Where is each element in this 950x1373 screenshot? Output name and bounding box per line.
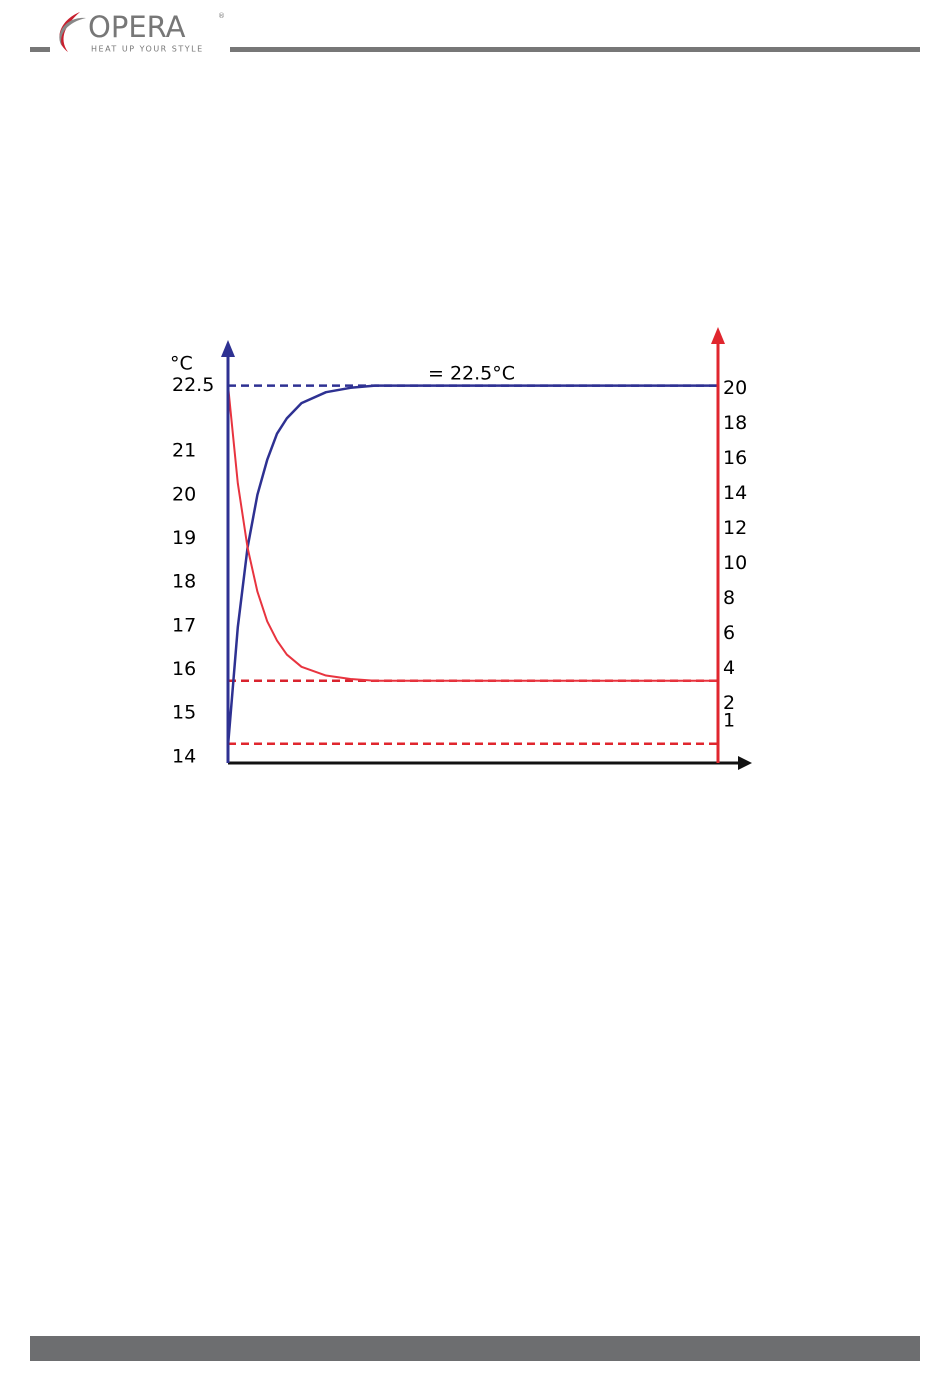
x-axis-arrow	[738, 756, 752, 770]
series-line	[226, 384, 718, 747]
chart: °C = 22.5°C 14 15 16 17 18 19 20 21 22.5 12 4 6 8 10 1…	[170, 327, 752, 770]
series-line	[227, 385, 718, 682]
y2-tick-label: 8	[723, 587, 735, 609]
y-tick-label: 22.5	[172, 374, 214, 396]
registered: ®	[218, 12, 225, 20]
y2-tick-label: 10	[723, 552, 747, 574]
y-tick-label: 18	[172, 571, 196, 593]
logo-swirl	[59, 17, 86, 46]
y2-tick-label: 14	[723, 482, 747, 504]
y-tick-label: 16	[172, 658, 196, 680]
y-tick-label: 20	[172, 483, 196, 505]
y-tick-label: 19	[172, 527, 196, 549]
y2-tick-label: 4	[723, 657, 735, 679]
y-tick-label: 15	[172, 702, 196, 724]
tagline: HEAT UP YOUR STYLE	[91, 45, 204, 54]
header-rule-left	[30, 47, 50, 52]
y-unit: °C	[170, 353, 193, 375]
y2-tick-label: 16	[723, 447, 747, 469]
y-tick-label: 14	[172, 745, 196, 767]
annotation: = 22.5°C	[428, 363, 515, 385]
y2-tick-label: 1	[723, 710, 735, 732]
y2-axis-arrow	[711, 327, 725, 344]
brand: OPERA	[88, 10, 186, 44]
y2-tick-label: 18	[723, 412, 747, 434]
y-tick-label: 21	[172, 440, 196, 462]
footer-bar	[30, 1336, 920, 1361]
y2-tick-label: 12	[723, 517, 747, 539]
y2-tick-label: 6	[723, 622, 735, 644]
y2-tick-label: 2	[723, 692, 735, 714]
y2-tick-label: 20	[723, 377, 747, 399]
y-tick-label: 17	[172, 614, 196, 636]
y-axis-arrow	[221, 340, 235, 357]
header-rule	[230, 47, 920, 52]
